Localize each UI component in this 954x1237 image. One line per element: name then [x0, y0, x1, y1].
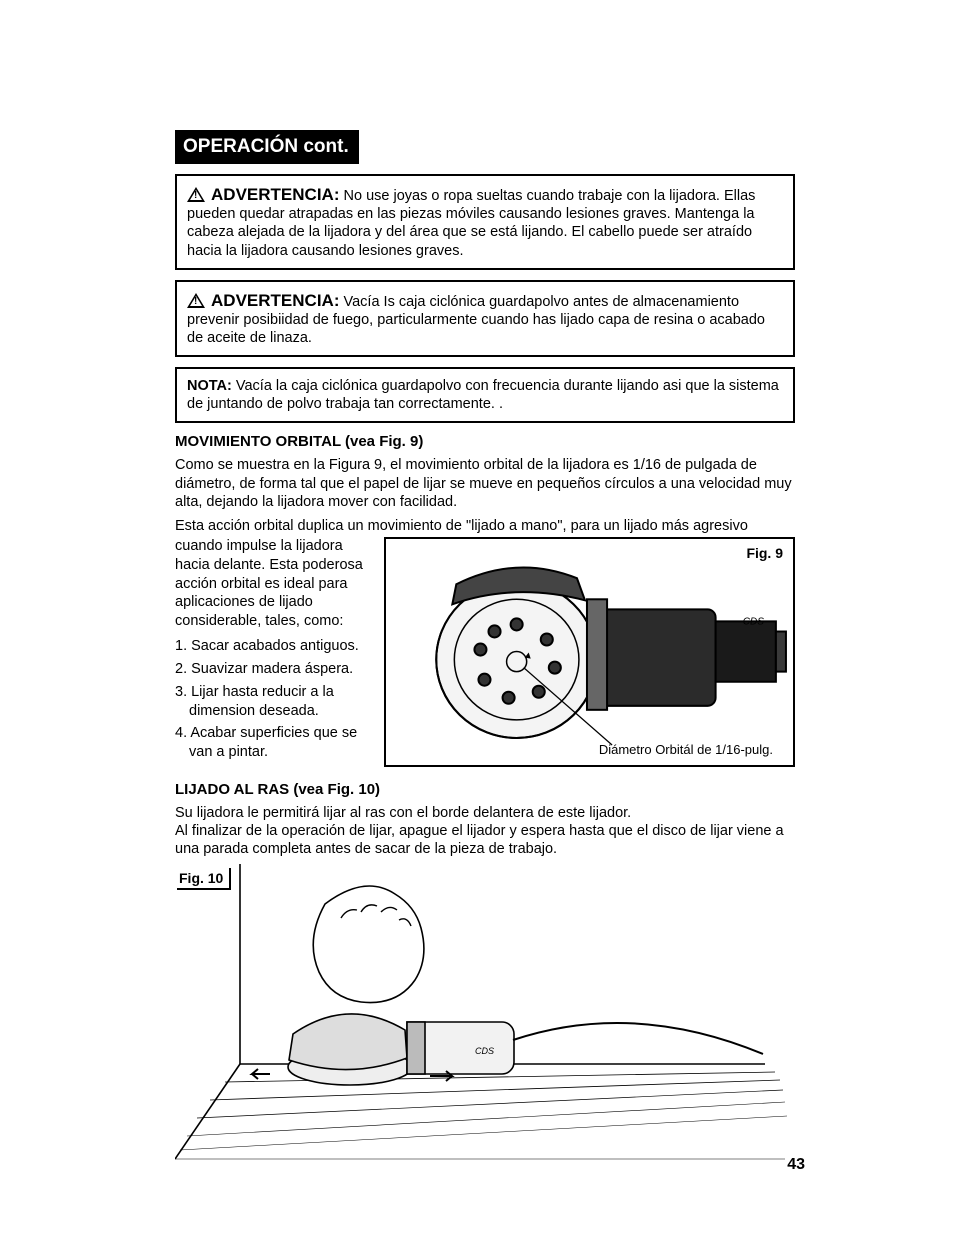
para-orbital-1: Como se muestra en la Figura 9, el movim…: [175, 456, 795, 510]
svg-text:CDS: CDS: [475, 1046, 494, 1056]
warning-box-2: ! ADVERTENCIA: Vacía Is caja ciclónica g…: [175, 280, 795, 358]
note-lead: NOTA:: [187, 378, 232, 394]
figure-10-label: Fig. 10: [177, 868, 231, 890]
heading-flush: LIJADO AL RAS (vea Fig. 10): [175, 781, 795, 798]
heading-orbital: MOVIMIENTO ORBITAL (vea Fig. 9): [175, 433, 795, 450]
para-flush-2: Al finalizar de la operación de lijar, a…: [175, 822, 795, 858]
warning-icon: !: [187, 187, 205, 202]
list-item: 3. Lijar hasta reducir a la dimension de…: [175, 683, 370, 721]
list-item: 2. Suavizar madera áspera.: [175, 660, 370, 679]
para-orbital-2: Esta acción orbital duplica un movimient…: [175, 517, 795, 535]
list-item: 4. Acabar superficies que se van a pinta…: [175, 724, 370, 762]
warning-lead: ADVERTENCIA:: [211, 185, 339, 204]
note-body: Vacía la caja ciclónica guardapolvo con …: [187, 378, 779, 412]
warning-lead: ADVERTENCIA:: [211, 291, 339, 310]
warning-icon: !: [187, 293, 205, 308]
orbital-left-column: cuando impulse la lijadora hacia delante…: [175, 537, 370, 766]
figure-9-illustration: CDS: [386, 539, 793, 770]
figure-10-illustration: CDS: [175, 864, 795, 1164]
section-header: OPERACIÓN cont.: [175, 130, 359, 164]
figure-10: Fig. 10: [175, 864, 795, 1164]
figure-9-caption: Diámetro Orbitál de 1/16-pulg.: [599, 742, 773, 757]
page-number: 43: [787, 1156, 805, 1174]
note-box: NOTA: Vacía la caja ciclónica guardapolv…: [175, 367, 795, 423]
list-item: 1. Sacar acabados antiguos.: [175, 637, 370, 656]
orbital-left-intro: cuando impulse la lijadora hacia delante…: [175, 537, 370, 631]
figure-9: Fig. 9: [384, 537, 795, 767]
para-flush-1: Su lijadora le permitirá lijar al ras co…: [175, 804, 795, 822]
svg-text:CDS: CDS: [743, 616, 764, 627]
warning-box-1: ! ADVERTENCIA: No use joyas o ropa suelt…: [175, 174, 795, 270]
